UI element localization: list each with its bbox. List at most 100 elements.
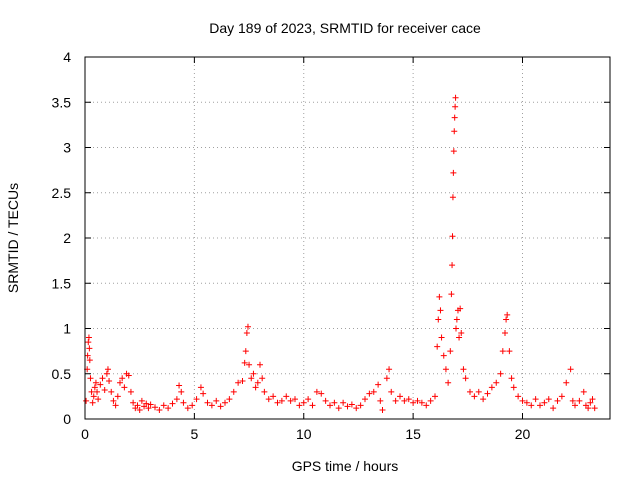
data-point <box>296 402 303 409</box>
data-point <box>90 393 97 400</box>
data-point <box>497 370 504 377</box>
data-point <box>462 375 469 382</box>
data-point <box>436 293 443 300</box>
data-point <box>117 379 123 386</box>
data-point <box>377 397 384 404</box>
data-point <box>460 366 467 373</box>
data-point <box>418 399 425 406</box>
data-point <box>435 316 442 323</box>
data-point <box>344 403 351 410</box>
data-point <box>274 399 281 406</box>
data-point <box>392 397 399 404</box>
data-point <box>254 379 261 386</box>
data-point <box>244 323 251 330</box>
data-point <box>84 352 91 359</box>
data-point <box>86 357 93 364</box>
data-point <box>197 384 204 391</box>
data-point <box>362 396 368 403</box>
data-point <box>95 396 102 403</box>
data-point <box>449 233 456 240</box>
data-point <box>445 379 452 386</box>
data-point <box>453 316 460 323</box>
data-point <box>283 393 290 400</box>
data-point <box>523 399 530 406</box>
data-point <box>85 339 92 346</box>
data-point <box>250 370 257 377</box>
data-point <box>200 390 207 397</box>
data-point <box>405 396 412 403</box>
data-point <box>450 148 457 155</box>
data-point <box>576 397 583 404</box>
data-point <box>257 361 263 368</box>
data-point <box>449 262 456 269</box>
data-point <box>448 291 455 298</box>
data-point <box>545 396 552 403</box>
plot-frame <box>84 56 611 420</box>
data-point <box>554 397 561 404</box>
data-point <box>348 401 355 408</box>
data-point <box>94 388 101 395</box>
data-point <box>453 325 459 332</box>
data-point <box>488 384 495 391</box>
data-point <box>97 381 104 388</box>
data-point <box>313 388 320 395</box>
data-point <box>499 348 506 355</box>
y-tick-label: 1 <box>63 321 71 337</box>
data-point <box>99 375 106 382</box>
data-point <box>515 393 522 400</box>
data-point <box>160 402 167 409</box>
data-point <box>508 375 515 382</box>
x-tick-label: 5 <box>190 426 198 442</box>
y-axis-label: SRMTID / TECUs <box>5 183 21 293</box>
data-point <box>528 402 535 409</box>
x-tick-label: 20 <box>515 426 531 442</box>
data-point <box>270 393 277 400</box>
data-point <box>265 396 272 403</box>
data-point <box>222 399 228 406</box>
data-point <box>493 379 500 386</box>
data-point <box>241 359 248 366</box>
data-point <box>189 402 196 409</box>
data-point <box>130 399 137 406</box>
data-point <box>91 384 98 391</box>
data-point <box>173 396 180 403</box>
data-point <box>165 405 172 412</box>
data-point <box>318 390 325 397</box>
data-point <box>136 406 143 413</box>
data-point <box>101 387 108 394</box>
data-point <box>156 406 163 413</box>
data-point <box>239 377 246 384</box>
data-point <box>300 399 307 406</box>
data-points <box>83 94 598 413</box>
data-point <box>104 366 111 373</box>
data-point <box>259 375 266 382</box>
data-point <box>438 334 445 341</box>
data-point <box>532 396 539 403</box>
data-point <box>85 334 92 341</box>
data-point <box>169 400 176 407</box>
data-point <box>322 397 329 404</box>
data-point <box>440 352 447 359</box>
data-point <box>503 316 510 323</box>
data-point <box>193 396 200 403</box>
data-point <box>379 406 386 413</box>
data-point <box>580 388 587 395</box>
data-point <box>504 311 511 318</box>
data-point <box>261 388 268 395</box>
data-point <box>87 375 94 382</box>
data-point <box>456 334 463 341</box>
data-point <box>243 330 250 337</box>
data-point <box>143 400 150 407</box>
data-point <box>585 405 592 412</box>
data-point <box>178 388 185 395</box>
data-point <box>127 388 134 395</box>
y-tick-label: 0 <box>63 411 71 427</box>
data-point <box>226 396 233 403</box>
data-point <box>375 381 382 388</box>
data-point <box>558 393 565 400</box>
data-point <box>432 393 438 400</box>
y-tick-label: 2 <box>63 230 71 246</box>
data-point <box>572 402 578 409</box>
data-point <box>451 114 458 121</box>
